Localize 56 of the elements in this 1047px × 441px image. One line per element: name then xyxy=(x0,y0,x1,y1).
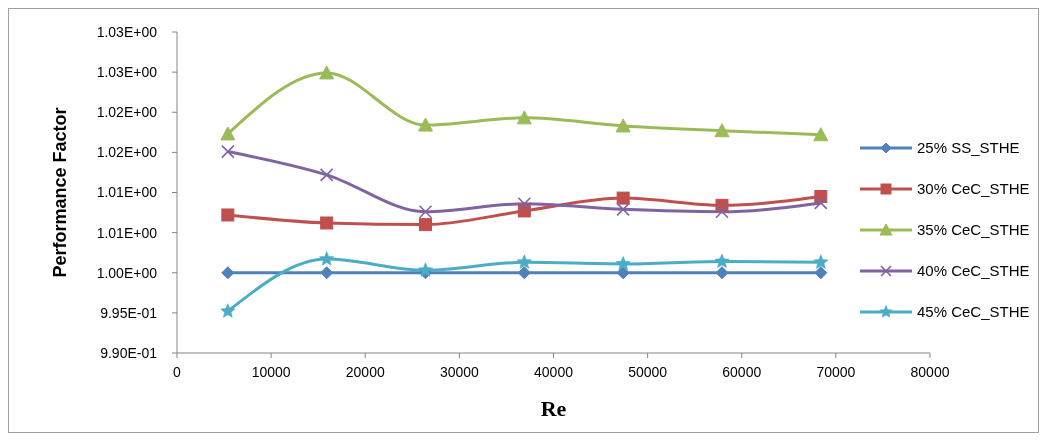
point xyxy=(319,65,335,80)
point xyxy=(221,144,235,159)
point xyxy=(616,202,630,217)
point xyxy=(616,266,630,280)
x-tick-label: 0 xyxy=(173,363,182,380)
point xyxy=(517,266,531,280)
point xyxy=(814,196,828,210)
point xyxy=(814,266,828,280)
y-tick-label: 1.02E+00 xyxy=(96,144,158,161)
point xyxy=(813,127,829,142)
y-tick-label: 9.90E-01 xyxy=(100,344,158,361)
point xyxy=(319,168,334,182)
y-tick-label: 1.02E+00 xyxy=(96,104,158,121)
y-tick-label: 1.01E+00 xyxy=(96,184,158,201)
point xyxy=(220,126,236,141)
point xyxy=(320,216,334,230)
point xyxy=(418,204,433,219)
point xyxy=(418,218,432,232)
y-axis-title: Performance Factor xyxy=(49,107,70,278)
x-tick-label: 60000 xyxy=(722,363,762,380)
point xyxy=(221,208,235,222)
x-tick-label: 20000 xyxy=(345,363,385,380)
point xyxy=(715,204,729,219)
y-tick-label: 1.03E+00 xyxy=(96,64,158,81)
x-axis-title: Re xyxy=(540,396,567,422)
point xyxy=(220,303,236,318)
point xyxy=(813,254,829,269)
x-tick-label: 50000 xyxy=(628,363,668,380)
point xyxy=(714,123,730,138)
point xyxy=(517,196,532,211)
point xyxy=(221,266,235,280)
point xyxy=(418,262,433,277)
x-tick-label: 30000 xyxy=(439,363,480,380)
x-tick-label: 70000 xyxy=(816,363,856,380)
legend-label: 35% CeC_STHE xyxy=(917,221,1030,238)
y-tick-label: 9.95E-01 xyxy=(100,304,158,321)
point xyxy=(516,110,532,125)
legend-label: 45% CeC_STHE xyxy=(917,303,1030,320)
x-tick-label: 10000 xyxy=(251,363,291,380)
point xyxy=(320,266,334,280)
y-tick-label: 1.01E+00 xyxy=(96,224,158,241)
legend-label: 25% SS_STHE xyxy=(917,139,1020,156)
point xyxy=(714,253,730,268)
x-tick-label: 80000 xyxy=(910,363,950,380)
y-tick-label: 1.03E+00 xyxy=(96,23,158,40)
point xyxy=(615,118,631,133)
point xyxy=(319,251,335,266)
legend-label: 30% CeC_STHE xyxy=(917,180,1030,197)
legend-label: 40% CeC_STHE xyxy=(917,262,1030,279)
x-tick-label: 40000 xyxy=(534,363,574,380)
point xyxy=(615,256,631,271)
point xyxy=(417,117,433,132)
point xyxy=(616,191,630,205)
point xyxy=(516,254,532,269)
point xyxy=(715,266,729,280)
y-tick-label: 1.00E+00 xyxy=(96,264,158,281)
